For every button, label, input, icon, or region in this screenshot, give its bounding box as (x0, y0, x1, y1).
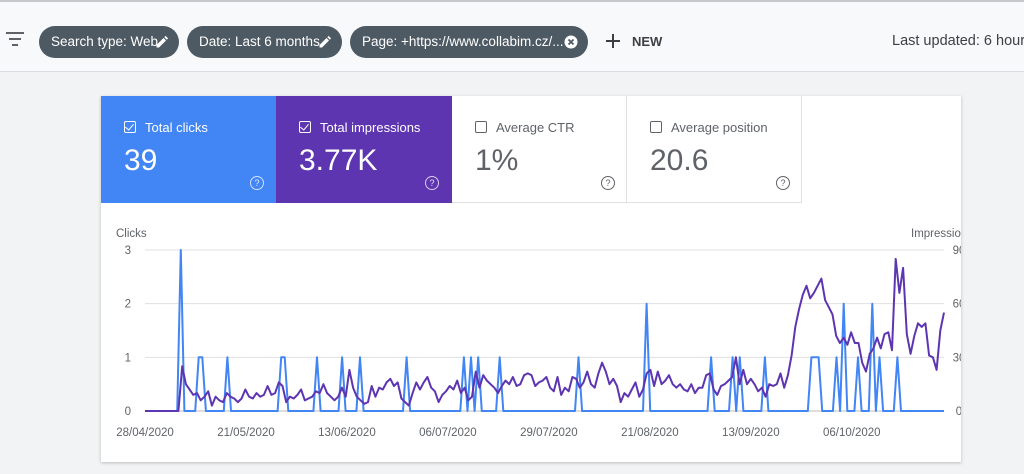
x-tick-label: 21/08/2020 (621, 427, 679, 439)
close-circle-icon[interactable] (564, 35, 578, 49)
x-tick-label: 21/05/2020 (217, 427, 275, 439)
checkbox-checked[interactable] (299, 121, 311, 133)
new-filter-label: NEW (632, 34, 663, 49)
x-tick-label: 13/09/2020 (722, 427, 780, 439)
performance-chart: Clicks Impressions 0123030609028/04/2020… (116, 228, 961, 439)
metric-value: 3.77K (299, 144, 378, 177)
metric-value: 1% (475, 144, 519, 177)
impressions-series-line[interactable] (145, 257, 945, 412)
metric-total-clicks[interactable]: Total clicks 39 ? (101, 96, 276, 203)
x-tick-label: 28/04/2020 (116, 427, 174, 439)
metric-total-impressions[interactable]: Total impressions 3.77K ? (276, 96, 452, 203)
checkbox-checked[interactable] (124, 121, 136, 133)
metric-average-position[interactable]: Average position 20.6 ? (627, 96, 802, 203)
x-tick-label: 06/10/2020 (823, 427, 881, 439)
filter-chip-page[interactable]: Page: +https://www.collabim.cz/... (350, 26, 588, 58)
performance-card: Total clicks 39 ? Total impressions 3.77… (101, 96, 961, 462)
right-tick-label: 60 (953, 299, 961, 311)
metric-average-ctr[interactable]: Average CTR 1% ? (452, 96, 627, 203)
metric-value: 20.6 (650, 144, 709, 177)
plus-icon (606, 34, 620, 48)
pencil-icon[interactable] (155, 35, 169, 49)
filter-chip-label: Date: Last 6 months (199, 34, 320, 49)
pencil-icon[interactable] (318, 35, 332, 49)
left-axis-label: Clicks (116, 228, 147, 240)
filter-chip-label: Search type: Web (51, 34, 159, 49)
help-icon[interactable]: ? (776, 176, 790, 190)
x-tick-label: 13/06/2020 (318, 427, 376, 439)
right-tick-label: 30 (953, 352, 961, 364)
metric-label: Total impressions (320, 120, 421, 135)
right-tick-label: 90 (953, 245, 961, 257)
left-tick-label: 2 (125, 299, 131, 311)
metric-label: Total clicks (145, 120, 208, 135)
help-icon[interactable]: ? (601, 176, 615, 190)
checkbox-unchecked[interactable] (475, 121, 487, 133)
x-tick-label: 29/07/2020 (520, 427, 578, 439)
help-icon[interactable]: ? (250, 176, 264, 190)
right-tick-label: 0 (956, 406, 961, 418)
right-axis-label: Impressions (911, 228, 961, 240)
metric-label: Average CTR (496, 120, 575, 135)
filter-chip-label: Page: +https://www.collabim.cz/... (362, 34, 564, 49)
new-filter-button[interactable]: NEW (606, 32, 662, 52)
checkbox-unchecked[interactable] (650, 121, 662, 133)
x-tick-label: 06/07/2020 (419, 427, 477, 439)
left-tick-label: 0 (125, 406, 131, 418)
clicks-series-line[interactable] (145, 249, 944, 412)
filter-chip-date[interactable]: Date: Last 6 months (187, 26, 342, 58)
filter-icon[interactable] (6, 32, 24, 46)
filter-chip-search-type[interactable]: Search type: Web (39, 26, 179, 58)
last-updated-text: Last updated: 6 hours ago (892, 33, 1024, 49)
left-tick-label: 1 (125, 352, 131, 364)
left-tick-label: 3 (125, 245, 131, 257)
filter-toolbar: Search type: Web Date: Last 6 months Pag… (0, 0, 1024, 72)
metric-label: Average position (671, 120, 768, 135)
help-icon[interactable]: ? (425, 176, 439, 190)
metric-value: 39 (124, 144, 158, 177)
